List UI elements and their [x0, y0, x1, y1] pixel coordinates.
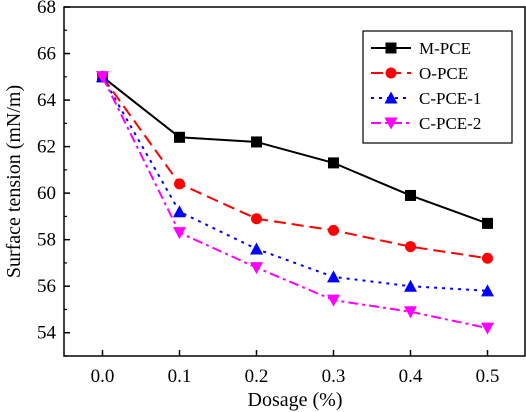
legend: M-PCE O-PCE C-PCE-1 C-PCE-2 — [362, 30, 513, 144]
data-point — [251, 213, 262, 225]
y-tick-label: 54 — [37, 323, 57, 344]
data-point — [174, 131, 185, 143]
data-point — [327, 270, 340, 283]
legend-marker — [384, 117, 398, 130]
data-point — [250, 262, 263, 275]
series-line — [101, 76, 488, 292]
y-tick-label: 60 — [37, 183, 56, 204]
data-point — [327, 294, 340, 307]
legend-marker — [385, 67, 397, 79]
data-point — [328, 224, 339, 236]
data-point — [481, 284, 494, 297]
data-point — [482, 252, 493, 264]
legend-label: M-PCE — [419, 39, 471, 58]
data-point — [96, 71, 109, 84]
series-C-PCE-2 — [96, 71, 494, 335]
plot-frame — [63, 6, 526, 357]
y-tick-label: 62 — [37, 137, 56, 158]
x-tick-label: 0.2 — [245, 366, 269, 387]
legend-label: O-PCE — [419, 64, 468, 83]
y-tick-label: 68 — [37, 0, 56, 18]
y-tick-label: 64 — [37, 90, 57, 111]
data-point — [328, 157, 339, 169]
data-point — [404, 279, 417, 292]
y-axis-title: Surface tension (mN/m) — [3, 85, 25, 278]
x-axis-title: Dosage (%) — [248, 389, 343, 411]
x-tick-label: 0.0 — [91, 366, 115, 387]
data-point — [174, 178, 185, 190]
x-tick-label: 0.1 — [168, 366, 192, 387]
series-line — [101, 76, 488, 225]
legend-label: C-PCE-1 — [419, 89, 481, 108]
data-point — [404, 306, 417, 319]
data-point — [405, 241, 416, 253]
series-line — [101, 76, 488, 260]
data-point — [405, 189, 416, 201]
y-tick-label: 58 — [37, 230, 56, 251]
data-point — [173, 227, 186, 240]
series-layer — [96, 70, 494, 335]
legend-label: C-PCE-2 — [419, 114, 481, 133]
data-point — [251, 136, 262, 148]
axes-layer: 0.0 0.1 0.2 0.3 0.4 0.5 54 56 58 60 62 64 66 68 — [37, 0, 499, 387]
x-tick-label: 0.5 — [476, 366, 500, 387]
data-point — [481, 322, 494, 335]
x-tick-label: 0.3 — [322, 366, 346, 387]
x-tick-label: 0.4 — [399, 366, 423, 387]
data-point — [250, 242, 263, 255]
data-point — [482, 217, 493, 229]
data-point — [173, 205, 186, 218]
y-tick-label: 66 — [37, 44, 56, 65]
y-tick-label: 56 — [37, 276, 56, 297]
legend-marker — [384, 91, 398, 104]
series-line — [101, 76, 488, 330]
legend-marker — [385, 42, 397, 54]
